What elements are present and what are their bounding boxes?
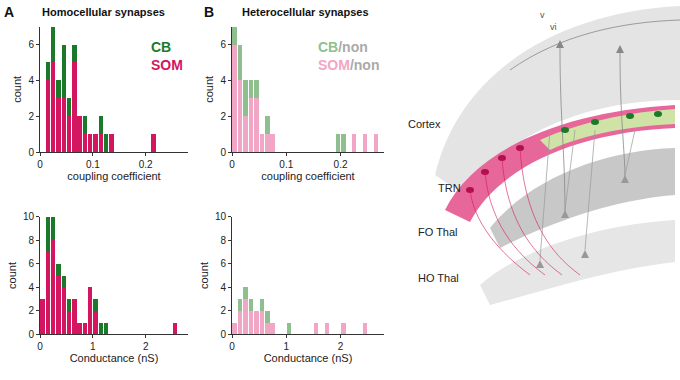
svg-text:2: 2 bbox=[143, 341, 149, 352]
svg-text:6: 6 bbox=[28, 39, 34, 50]
svg-text:0: 0 bbox=[220, 329, 226, 340]
svg-text:1: 1 bbox=[284, 341, 290, 352]
svg-text:0: 0 bbox=[37, 341, 43, 352]
svg-text:0.2: 0.2 bbox=[139, 159, 153, 170]
svg-text:2: 2 bbox=[220, 305, 226, 316]
svg-text:2: 2 bbox=[220, 111, 226, 122]
svg-text:2: 2 bbox=[338, 341, 344, 352]
svg-text:8: 8 bbox=[28, 235, 34, 246]
svg-text:4: 4 bbox=[220, 282, 226, 293]
svg-text:count: count bbox=[11, 76, 23, 103]
svg-text:HO Thal: HO Thal bbox=[418, 272, 459, 284]
svg-text:0: 0 bbox=[28, 329, 34, 340]
svg-text:2: 2 bbox=[28, 305, 34, 316]
svg-text:4: 4 bbox=[28, 75, 34, 86]
svg-text:4: 4 bbox=[220, 75, 226, 86]
svg-text:count: count bbox=[203, 76, 215, 103]
svg-text:Conductance (nS): Conductance (nS) bbox=[70, 352, 159, 364]
svg-text:CBSOM: CBSOM bbox=[151, 39, 183, 73]
svg-text:count: count bbox=[6, 262, 18, 289]
svg-text:CB/nonSOM/non: CB/nonSOM/non bbox=[318, 39, 379, 73]
svg-text:coupling coefficient: coupling coefficient bbox=[261, 170, 354, 182]
svg-text:0: 0 bbox=[229, 341, 235, 352]
svg-text:0: 0 bbox=[229, 159, 235, 170]
svg-text:0: 0 bbox=[37, 159, 43, 170]
svg-text:Heterocellular synapses: Heterocellular synapses bbox=[242, 6, 369, 18]
svg-text:A: A bbox=[4, 4, 14, 20]
svg-text:0: 0 bbox=[28, 147, 34, 158]
svg-text:10: 10 bbox=[215, 211, 227, 222]
svg-text:6: 6 bbox=[220, 258, 226, 269]
svg-text:8: 8 bbox=[220, 235, 226, 246]
svg-text:B: B bbox=[204, 4, 214, 20]
svg-text:1: 1 bbox=[90, 341, 96, 352]
svg-text:0.1: 0.1 bbox=[86, 159, 100, 170]
svg-text:TRN: TRN bbox=[438, 182, 461, 194]
svg-text:FO Thal: FO Thal bbox=[418, 226, 458, 238]
svg-text:0.2: 0.2 bbox=[334, 159, 348, 170]
svg-text:4: 4 bbox=[28, 282, 34, 293]
svg-text:Conductance (nS): Conductance (nS) bbox=[264, 352, 353, 364]
svg-text:6: 6 bbox=[28, 258, 34, 269]
svg-text:v: v bbox=[540, 10, 545, 20]
svg-text:10: 10 bbox=[23, 211, 35, 222]
svg-text:0.1: 0.1 bbox=[279, 159, 293, 170]
svg-text:Homocellular synapses: Homocellular synapses bbox=[42, 6, 165, 18]
svg-text:0: 0 bbox=[220, 147, 226, 158]
svg-text:Cortex: Cortex bbox=[408, 118, 441, 130]
svg-text:2: 2 bbox=[28, 111, 34, 122]
svg-text:count: count bbox=[198, 262, 210, 289]
svg-text:coupling coefficient: coupling coefficient bbox=[67, 170, 160, 182]
svg-text:vi: vi bbox=[550, 22, 557, 32]
svg-text:6: 6 bbox=[220, 39, 226, 50]
